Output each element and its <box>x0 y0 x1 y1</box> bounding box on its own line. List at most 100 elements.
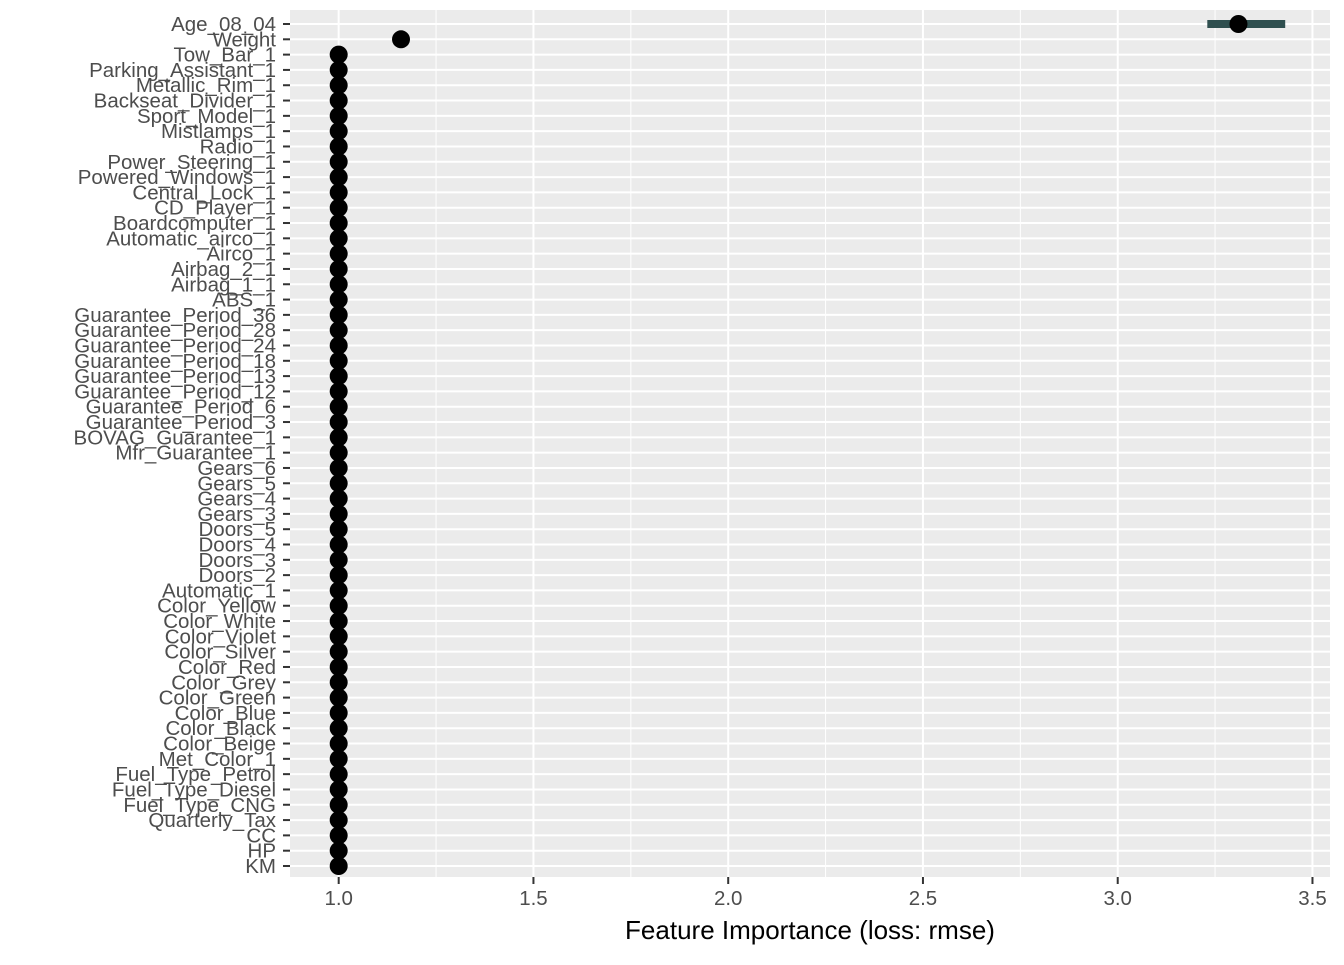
y-tick-label: Gears_5 <box>197 472 276 495</box>
y-tick-label: CC <box>246 824 276 847</box>
importance-point <box>329 673 348 692</box>
importance-point <box>329 91 348 110</box>
y-tick-label: Mfr_Guarantee_1 <box>115 442 276 465</box>
importance-point <box>329 259 348 278</box>
y-tick-label: Backseat_Divider_1 <box>94 90 276 113</box>
y-tick-label: Guarantee_Period_13 <box>74 365 276 388</box>
y-tick-label: Color_Silver <box>164 641 276 664</box>
y-tick-label: Airbag_1_1 <box>171 273 276 296</box>
y-tick-label: Color_Grey <box>171 671 277 694</box>
y-tick-label: Airbag_2_1 <box>171 258 276 281</box>
y-tick-label: Mistlamps_1 <box>161 120 276 143</box>
importance-point <box>329 275 348 294</box>
importance-point <box>329 688 348 707</box>
importance-point <box>329 566 348 585</box>
importance-point <box>329 152 348 171</box>
y-tick-label: Color_Beige <box>163 733 276 756</box>
importance-point <box>1229 15 1248 33</box>
plot-panel <box>290 10 1330 877</box>
importance-point <box>329 428 348 447</box>
importance-point <box>329 489 348 508</box>
importance-point <box>329 458 348 477</box>
y-tick-label: Age_08_04 <box>171 13 276 36</box>
y-tick-label: Guarantee_Period_24 <box>74 334 276 357</box>
importance-point <box>329 596 348 615</box>
y-tick-label: Doors_5 <box>199 518 277 541</box>
importance-point <box>329 336 348 355</box>
y-tick-label: Color_Violet <box>165 625 277 648</box>
y-tick-label: Color_Black <box>165 717 276 740</box>
y-tick-label: Guarantee_Period_6 <box>86 396 276 419</box>
y-tick-label: BOVAG_Guarantee_1 <box>74 426 276 449</box>
importance-point <box>329 749 348 768</box>
x-tick-label: 3.5 <box>1298 887 1327 910</box>
y-tick-label: Sport_Model_1 <box>137 105 276 128</box>
importance-point <box>329 581 348 600</box>
importance-point <box>329 382 348 401</box>
x-axis: 1.0 1.5 2.0 2.5 3.0 3.5 <box>324 877 1327 910</box>
importance-point <box>329 321 348 340</box>
y-tick-label: ABS_1 <box>212 289 276 312</box>
y-tick-label: Metallic_Rim_1 <box>136 74 276 97</box>
importance-point <box>329 229 348 248</box>
importance-point <box>329 367 348 386</box>
importance-point <box>329 413 348 432</box>
y-tick-label: Guarantee_Period_3 <box>86 411 276 434</box>
y-tick-label: Parking_Assistant_1 <box>89 59 276 82</box>
importance-point <box>392 30 411 49</box>
y-tick-label: Radio_1 <box>200 135 276 158</box>
importance-point <box>329 137 348 156</box>
importance-point <box>329 657 348 676</box>
importance-point <box>329 351 348 370</box>
y-tick-label: Color_Yellow <box>157 595 276 618</box>
importance-point <box>329 811 348 830</box>
y-tick-label: Doors_4 <box>199 534 277 557</box>
importance-point <box>329 290 348 309</box>
panel-background <box>290 10 1330 877</box>
x-axis-title: Feature Importance (loss: rmse) <box>625 915 995 945</box>
y-tick-label: Boardcomputer_1 <box>113 212 276 235</box>
importance-point <box>329 612 348 631</box>
x-tick-label: 2.5 <box>909 887 938 910</box>
importance-point <box>329 305 348 324</box>
y-tick-label: Guarantee_Period_18 <box>74 350 276 373</box>
importance-point <box>329 397 348 416</box>
y-tick-label: Color_Red <box>178 656 276 679</box>
y-tick-label: Tow_Bar_1 <box>173 44 276 67</box>
importance-point <box>329 183 348 202</box>
y-tick-label: CD_Player_1 <box>154 197 276 220</box>
importance-point <box>329 734 348 753</box>
importance-point <box>329 765 348 784</box>
y-tick-label: Gears_4 <box>197 488 276 511</box>
x-tick-label: 3.0 <box>1103 887 1132 910</box>
y-tick-label: Fuel_Type_CNG <box>123 794 276 817</box>
importance-point <box>329 60 348 79</box>
importance-point <box>329 841 348 860</box>
importance-point <box>329 443 348 462</box>
y-tick-label: Fuel_Type_Diesel <box>112 778 276 801</box>
y-tick-label: Color_Green <box>159 687 276 710</box>
x-tick-label: 1.0 <box>324 887 353 910</box>
importance-point <box>329 857 348 875</box>
importance-point <box>329 214 348 233</box>
importance-point <box>329 76 348 95</box>
x-tick-label: 2.0 <box>714 887 743 910</box>
y-tick-label: HP <box>248 840 276 863</box>
x-tick-label: 1.5 <box>519 887 548 910</box>
importance-point <box>329 198 348 217</box>
y-tick-label: Powered_Windows_1 <box>78 166 276 189</box>
y-tick-label: Power_Steering_1 <box>107 151 276 174</box>
importance-point <box>329 504 348 523</box>
y-tick-label: Automatic_airco_1 <box>106 227 276 250</box>
y-tick-label: Guarantee_Period_36 <box>74 304 276 327</box>
y-tick-label: Doors_3 <box>199 549 277 572</box>
importance-point <box>329 168 348 187</box>
y-tick-label: Weight <box>213 28 277 51</box>
importance-point <box>329 106 348 125</box>
y-tick-label: Quarterly_Tax <box>148 809 276 832</box>
y-tick-label: Central_Lock_1 <box>132 181 276 204</box>
y-tick-label: Met_Color_1 <box>159 748 276 771</box>
importance-point <box>329 122 348 141</box>
